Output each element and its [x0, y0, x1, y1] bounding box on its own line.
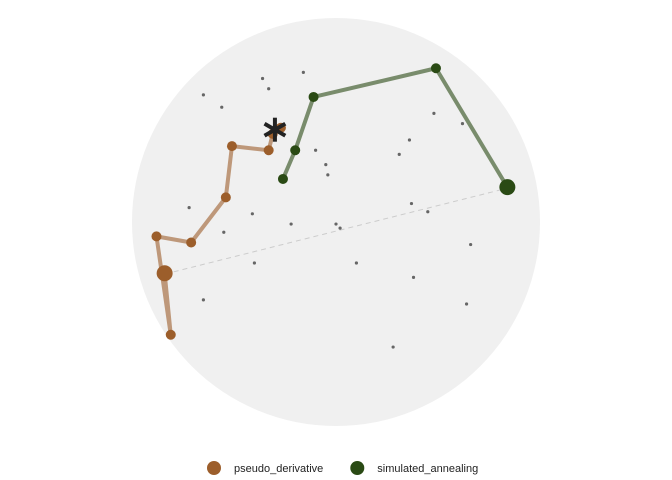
- path-point: [226, 141, 237, 152]
- path-point: [277, 173, 288, 184]
- background-point: [409, 201, 414, 206]
- path-point: [308, 91, 319, 102]
- background-point: [220, 105, 224, 109]
- path-point: [263, 145, 274, 156]
- legend-swatch: [350, 461, 365, 475]
- reference-line: [164, 187, 509, 275]
- background-point: [426, 210, 430, 214]
- legend-swatch: [207, 461, 221, 475]
- background-point: [222, 230, 226, 234]
- background-point: [397, 152, 401, 156]
- background-point: [201, 93, 205, 97]
- background-point: [391, 345, 395, 349]
- disc: [132, 18, 540, 426]
- background-point: [267, 87, 271, 91]
- path-point: [290, 145, 301, 156]
- background-point: [260, 76, 265, 81]
- path-point: [151, 231, 162, 242]
- background-point: [334, 222, 338, 226]
- background-point: [250, 212, 254, 216]
- path-point: [186, 237, 197, 248]
- background-point: [187, 206, 191, 210]
- legend-label: pseudo_derivative: [234, 463, 323, 475]
- background-point: [432, 111, 436, 115]
- background-point: [252, 261, 256, 265]
- background-point: [354, 261, 358, 265]
- path-point: [156, 265, 173, 282]
- background-point: [411, 275, 416, 279]
- background-point: [338, 226, 342, 230]
- background-point: [314, 148, 318, 152]
- path-point: [499, 179, 516, 196]
- background-point: [301, 70, 305, 74]
- background-point: [201, 298, 205, 302]
- path-point: [220, 192, 231, 203]
- legend-label: simulated_annealing: [377, 463, 478, 475]
- background-point: [464, 302, 469, 306]
- background-point: [469, 242, 473, 247]
- background-point: [289, 222, 293, 226]
- background-point: [460, 122, 465, 126]
- background-point: [324, 163, 328, 167]
- background-point: [326, 173, 330, 177]
- optimum-star: [263, 121, 287, 138]
- background-point: [407, 138, 412, 142]
- path-point: [165, 329, 176, 340]
- path-point: [430, 63, 441, 74]
- legend: pseudo_derivative simulated_annealing: [207, 461, 478, 475]
